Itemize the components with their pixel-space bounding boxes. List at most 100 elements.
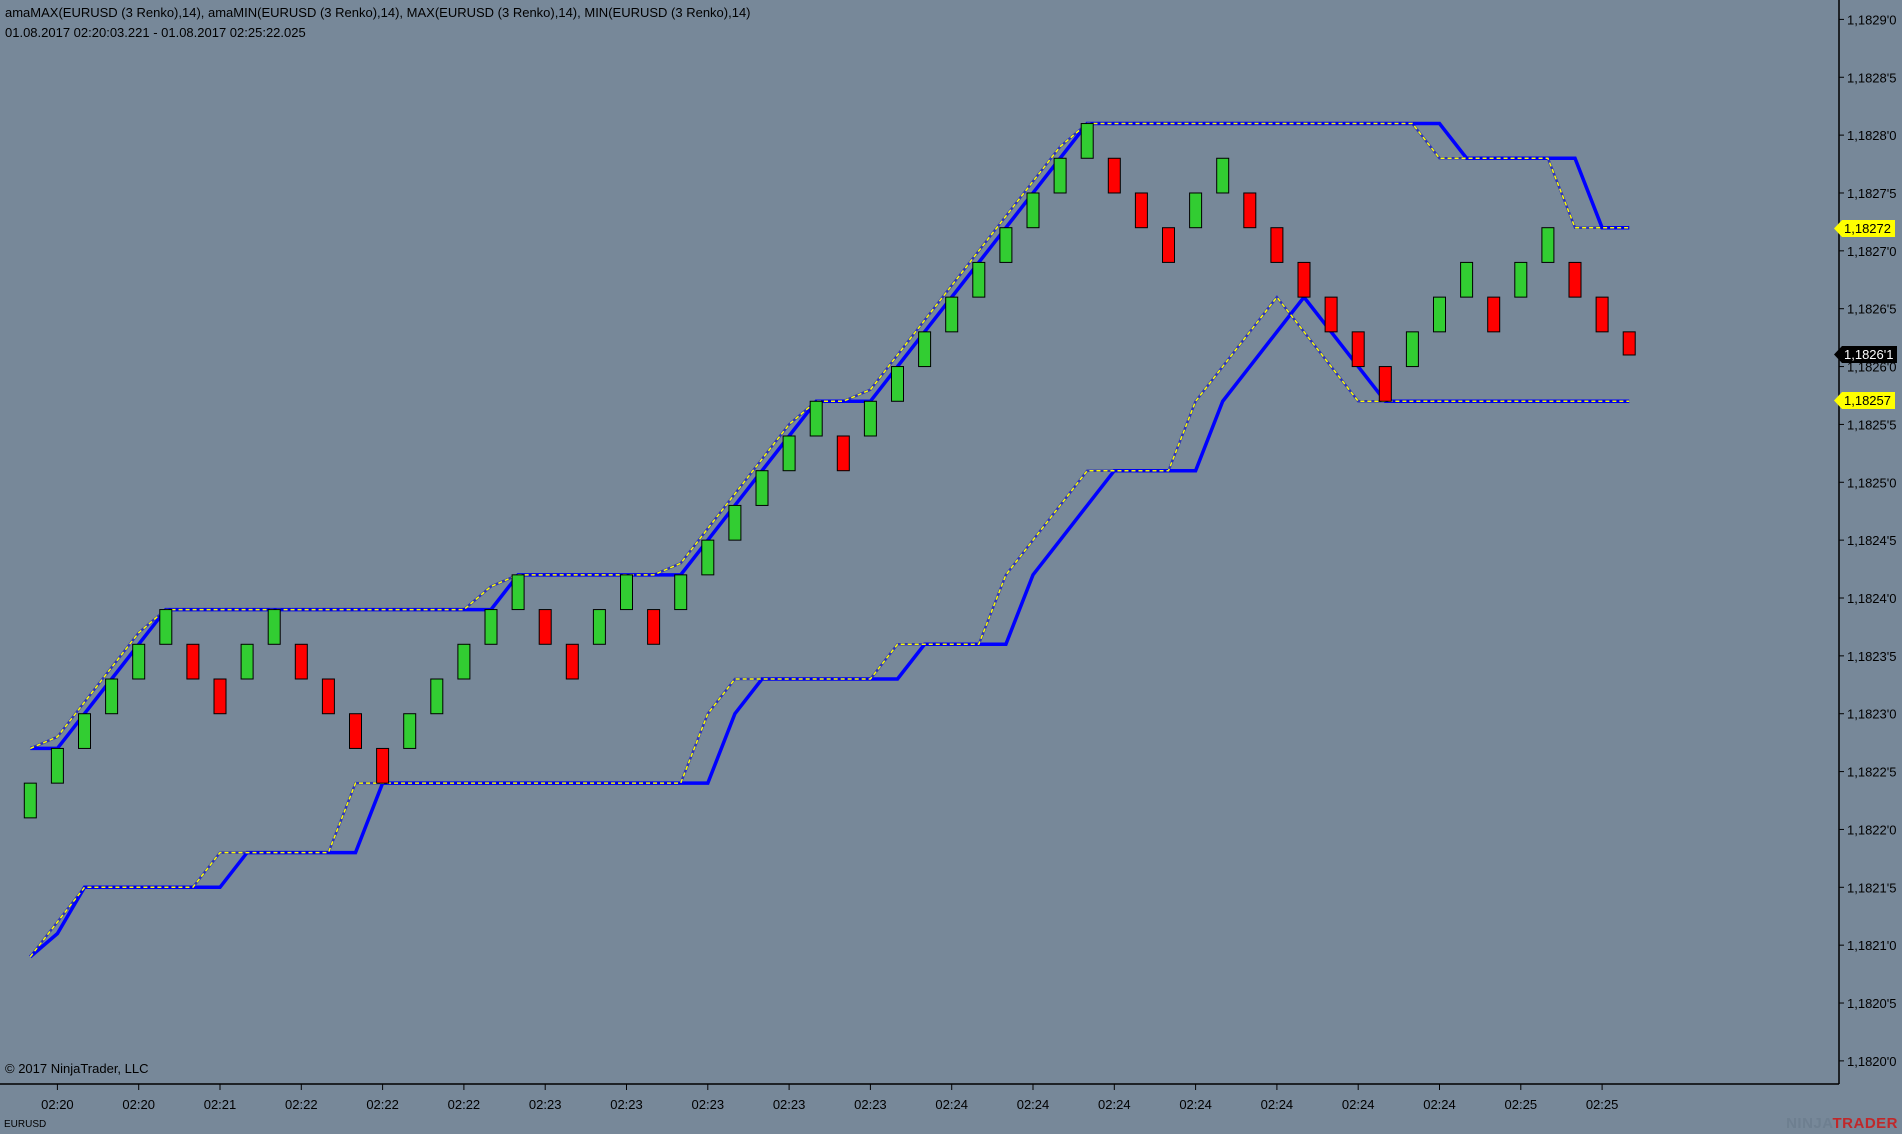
price-tag-amamin: 1,18257 (1834, 392, 1895, 409)
renko-brick-up (159, 609, 173, 645)
renko-brick-down (1351, 331, 1365, 368)
price-tick-label: 1,1821'5 (1847, 880, 1896, 895)
renko-brick-down (836, 435, 850, 472)
renko-brick-down (1270, 227, 1284, 263)
renko-brick-down (294, 643, 308, 680)
renko-brick-down (1622, 331, 1636, 356)
time-tick-label: 02:20 (122, 1097, 155, 1112)
renko-brick-up (891, 366, 904, 402)
renko-brick-up (1514, 261, 1528, 298)
renko-brick-up (972, 261, 986, 298)
price-tag-last: 1,1826'1 (1834, 346, 1898, 363)
renko-brick-down (1595, 296, 1609, 333)
time-tick-label: 02:23 (854, 1097, 887, 1112)
price-tick-label: 1,1825'0 (1847, 475, 1896, 490)
time-tick-label: 02:20 (41, 1097, 74, 1112)
renko-brick-up (1189, 192, 1203, 229)
series-amamax-shadow (29, 122, 1630, 750)
time-tick-label: 02:23 (529, 1097, 562, 1112)
renko-brick-up (999, 227, 1013, 263)
renko-brick-down (647, 609, 661, 645)
series-max-line (30, 121, 1630, 751)
renko-brick-down (186, 643, 200, 680)
price-tick-label: 1,1825'5 (1847, 417, 1896, 432)
renko-brick-up (918, 331, 932, 368)
price-tick-label: 1,1827'0 (1847, 244, 1896, 259)
date-range: 01.08.2017 02:20:03.221 - 01.08.2017 02:… (5, 25, 306, 40)
renko-brick-up (1433, 296, 1446, 333)
renko-brick-up (782, 435, 796, 472)
price-tick-label: 1,1824'5 (1847, 533, 1896, 548)
renko-brick-up (592, 609, 606, 645)
renko-brick-up (1541, 227, 1555, 263)
price-tick-label: 1,1826'0 (1847, 360, 1896, 375)
indicator-legend: amaMAX(EURUSD (3 Renko),14), amaMIN(EURU… (5, 5, 751, 20)
renko-brick-up (403, 713, 417, 749)
renko-brick-up (1216, 157, 1230, 194)
renko-brick-down (538, 609, 552, 645)
renko-brick-down (213, 678, 227, 715)
renko-brick-down (1487, 296, 1501, 333)
renko-brick-up (511, 574, 525, 611)
instrument-label: EURUSD (4, 1119, 47, 1130)
series-amamin-line (29, 295, 1630, 958)
renko-brick-up (430, 678, 444, 715)
renko-brick-up (863, 400, 877, 437)
renko-brick-up (267, 609, 281, 645)
renko-brick-down (376, 747, 390, 784)
price-tick-label: 1,1828'5 (1847, 70, 1896, 85)
renko-brick-up (105, 678, 119, 715)
price-tick-label: 1,1827'5 (1847, 186, 1896, 201)
price-tick-label: 1,1828'0 (1847, 128, 1896, 143)
price-tick-label: 1,1824'0 (1847, 591, 1896, 606)
renko-brick-down (1324, 296, 1338, 333)
renko-brick-up (1080, 123, 1094, 159)
price-tick-label: 1,1829'0 (1847, 12, 1896, 27)
renko-brick-up (755, 470, 769, 506)
renko-brick-up (240, 643, 254, 680)
time-tick-label: 02:24 (1342, 1097, 1375, 1112)
renko-brick-down (1378, 366, 1392, 402)
renko-brick-up (1405, 331, 1419, 368)
renko-brick-down (1568, 261, 1582, 298)
renko-brick-down (349, 713, 362, 749)
time-tick-label: 02:23 (692, 1097, 725, 1112)
renko-brick-up (701, 539, 715, 576)
price-tick-label: 1,1826'5 (1847, 302, 1896, 317)
price-tag-amamax: 1,18272 (1834, 220, 1895, 237)
time-tick-label: 02:22 (366, 1097, 399, 1112)
renko-brick-down (1243, 192, 1257, 229)
renko-brick-up (674, 574, 688, 611)
time-tick-label: 02:23 (773, 1097, 806, 1112)
renko-brick-down (1107, 157, 1121, 194)
renko-brick-down (321, 678, 335, 715)
time-tick-label: 02:22 (448, 1097, 481, 1112)
time-tick-label: 02:21 (204, 1097, 237, 1112)
price-tick-label: 1,1820'0 (1847, 1054, 1896, 1069)
time-tick-label: 02:24 (1423, 1097, 1456, 1112)
renko-brick-down (1297, 261, 1311, 298)
copyright-text: © 2017 NinjaTrader, LLC (5, 1061, 149, 1076)
renko-brick-down (1134, 192, 1148, 229)
time-tick-label: 02:24 (1261, 1097, 1294, 1112)
renko-brick-up (23, 782, 37, 819)
price-tick-label: 1,1823'5 (1847, 649, 1896, 664)
price-tick-label: 1,1820'5 (1847, 996, 1896, 1011)
time-tick-label: 02:24 (1017, 1097, 1050, 1112)
time-tick-label: 02:24 (935, 1097, 968, 1112)
price-tick-label: 1,1822'5 (1847, 765, 1896, 780)
renko-brick-up (132, 643, 146, 680)
renko-brick-up (484, 609, 498, 645)
time-tick-label: 02:22 (285, 1097, 318, 1112)
renko-brick-up (50, 747, 64, 784)
renko-brick-up (1053, 157, 1067, 194)
renko-brick-up (457, 643, 471, 680)
time-tick-label: 02:25 (1505, 1097, 1538, 1112)
series-amamax-line (30, 122, 1630, 750)
time-tick-label: 02:24 (1098, 1097, 1131, 1112)
renko-brick-down (565, 643, 579, 680)
price-tick-label: 1,1823'0 (1847, 707, 1896, 722)
renko-brick-up (945, 296, 959, 333)
price-tick-label: 1,1822'0 (1847, 822, 1896, 837)
